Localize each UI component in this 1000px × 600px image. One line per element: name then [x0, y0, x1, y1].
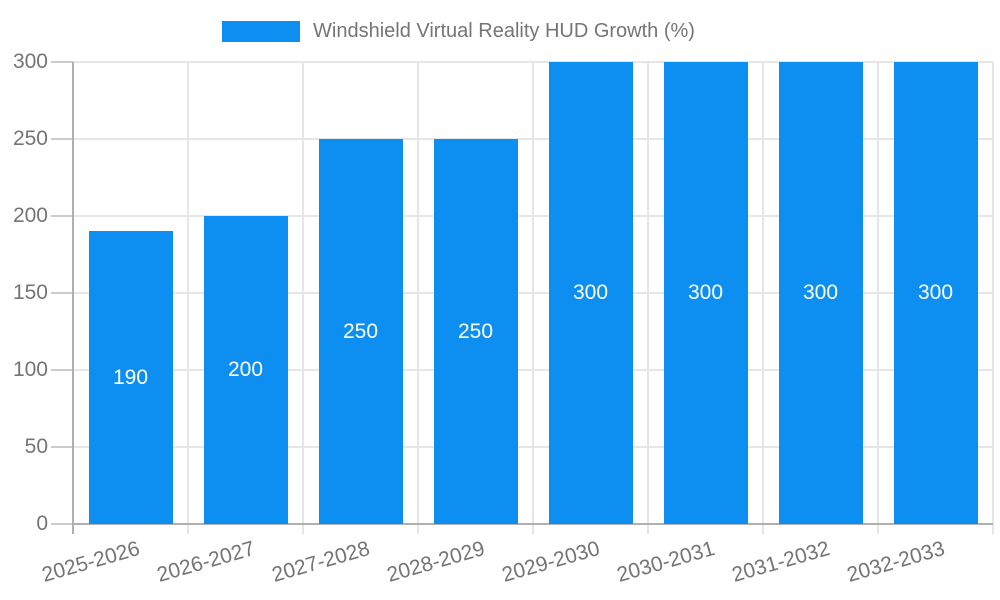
y-tick-label: 200 [12, 204, 48, 227]
legend-swatch [222, 20, 300, 42]
x-axis-line [73, 523, 993, 525]
bar[interactable] [778, 62, 863, 524]
x-gridline [302, 62, 304, 534]
y-tick-label: 150 [12, 281, 48, 304]
y-tick-mark [51, 215, 73, 217]
bar[interactable] [433, 139, 518, 524]
bar[interactable] [548, 62, 633, 524]
bar-value-label: 300 [802, 281, 839, 304]
y-tick-label: 100 [12, 358, 48, 381]
legend: Windshield Virtual Reality HUD Growth (%… [222, 20, 695, 42]
bar-value-label: 300 [917, 281, 954, 304]
bar[interactable] [203, 216, 288, 524]
y-tick-mark [51, 292, 73, 294]
x-gridline [762, 62, 764, 534]
y-tick-mark [51, 446, 73, 448]
x-gridline [532, 62, 534, 534]
bar[interactable] [663, 62, 748, 524]
y-tick-label: 0 [36, 512, 48, 535]
y-tick-label: 250 [12, 127, 48, 150]
y-tick-mark [51, 138, 73, 140]
bar-value-label: 200 [227, 358, 264, 381]
y-tick-mark [51, 523, 73, 525]
bar-value-label: 190 [112, 365, 149, 389]
y-tick-label: 50 [24, 435, 48, 458]
y-tick-label: 300 [12, 50, 48, 73]
legend-label: Windshield Virtual Reality HUD Growth (%… [313, 20, 695, 42]
bar[interactable] [318, 139, 403, 524]
bar-value-label: 300 [687, 281, 724, 304]
x-gridline [877, 62, 879, 534]
y-tick-mark [51, 61, 73, 63]
x-gridline [417, 62, 419, 534]
x-gridline [647, 62, 649, 534]
x-gridline [992, 62, 994, 534]
y-tick-mark [51, 369, 73, 371]
bar[interactable] [88, 231, 173, 524]
bar-value-label: 300 [572, 281, 609, 304]
bar[interactable] [893, 62, 978, 524]
bar-value-label: 250 [457, 319, 494, 343]
bar-value-label: 250 [342, 319, 379, 343]
y-axis-line [72, 62, 74, 534]
x-gridline [187, 62, 189, 534]
